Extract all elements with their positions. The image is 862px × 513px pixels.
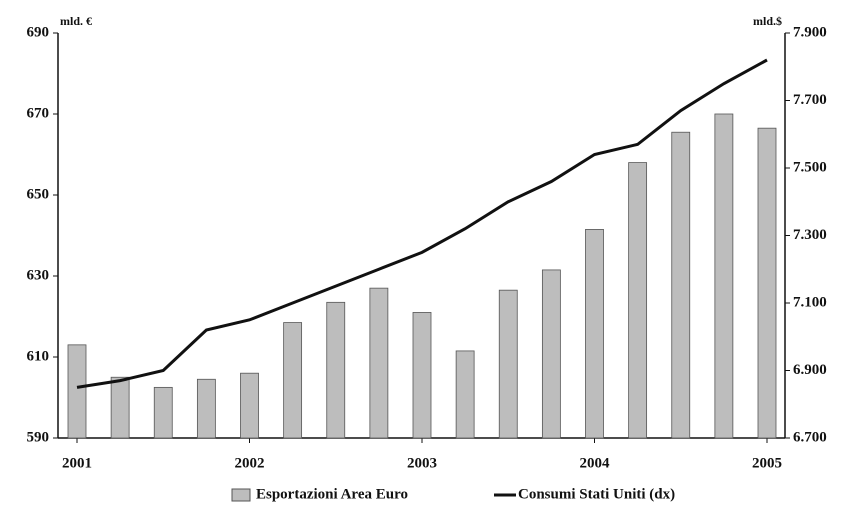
y2-tick-label: 6.900 [793, 362, 827, 378]
y2-tick-label: 7.700 [793, 92, 827, 108]
bar [283, 322, 303, 439]
bar [240, 372, 259, 439]
bar [412, 312, 432, 439]
y-tick-label: 630 [27, 267, 50, 283]
bar [369, 287, 389, 439]
bar [326, 301, 346, 439]
y2-tick-label: 6.700 [793, 429, 827, 445]
y-tick-label: 690 [27, 24, 50, 40]
y2-tick-label: 7.500 [793, 159, 827, 175]
y-tick-label: 650 [27, 186, 50, 202]
bar [714, 113, 734, 439]
bar [628, 162, 648, 439]
bar [541, 269, 561, 439]
y-tick-label: 590 [27, 429, 50, 445]
x-tick-label: 2003 [407, 455, 437, 471]
bar [498, 289, 518, 439]
legend-swatch [231, 488, 251, 502]
bar [110, 376, 130, 439]
y2-tick-label: 7.300 [793, 227, 827, 243]
y2-axis-unit: mld.$ [753, 14, 782, 28]
bar [585, 229, 604, 439]
y-tick-label: 610 [27, 348, 50, 364]
line [76, 58, 768, 389]
bar [671, 131, 691, 439]
legend-label: Esportazioni Area Euro [256, 486, 408, 502]
bar [67, 344, 87, 439]
y-tick-label: 670 [27, 105, 50, 121]
legend-label: Consumi Stati Uniti (dx) [518, 486, 675, 502]
x-tick-label: 2001 [62, 455, 92, 471]
y2-tick-label: 7.900 [793, 24, 827, 40]
x-tick-label: 2002 [235, 455, 265, 471]
bar [196, 378, 216, 439]
x-tick-label: 2004 [580, 455, 611, 471]
bar [153, 386, 173, 439]
bar [455, 350, 475, 439]
y-axis-unit: mld. € [60, 14, 92, 28]
y2-tick-label: 7.100 [793, 294, 827, 310]
bar [757, 127, 777, 439]
x-tick-label: 2005 [752, 455, 782, 471]
